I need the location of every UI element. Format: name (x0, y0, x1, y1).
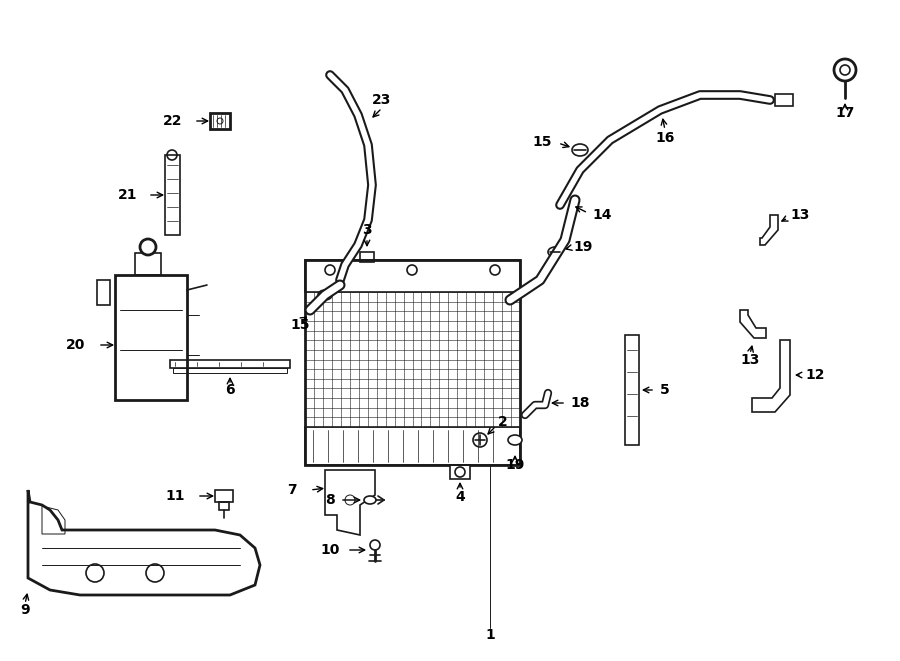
Text: 23: 23 (373, 93, 392, 107)
Bar (173, 368, 287, 373)
Text: 5: 5 (660, 383, 670, 397)
Bar (775, 94, 793, 106)
Text: 4: 4 (455, 490, 465, 504)
Text: 13: 13 (790, 208, 809, 222)
Circle shape (140, 239, 156, 255)
Ellipse shape (508, 435, 522, 445)
Ellipse shape (364, 496, 376, 504)
Bar (360, 252, 374, 262)
Text: 15: 15 (533, 135, 552, 149)
Polygon shape (97, 280, 110, 305)
Text: 7: 7 (287, 483, 297, 497)
Text: 10: 10 (320, 543, 340, 557)
Ellipse shape (572, 144, 588, 156)
Text: 21: 21 (118, 188, 137, 202)
Text: 9: 9 (20, 603, 30, 617)
Ellipse shape (548, 247, 562, 257)
Bar (215, 490, 233, 502)
Bar (305, 260, 520, 465)
Bar (165, 155, 180, 235)
Text: 3: 3 (362, 223, 372, 237)
Ellipse shape (318, 290, 332, 300)
Bar (305, 427, 520, 465)
Text: 15: 15 (290, 318, 310, 332)
Bar (625, 335, 639, 445)
Polygon shape (28, 490, 260, 595)
Bar (135, 253, 161, 275)
Polygon shape (760, 215, 778, 245)
Text: 20: 20 (66, 338, 85, 352)
Text: 13: 13 (741, 353, 760, 367)
Text: 16: 16 (655, 131, 675, 145)
Text: 6: 6 (225, 383, 235, 397)
Text: 22: 22 (163, 114, 182, 128)
Text: 12: 12 (805, 368, 824, 382)
Text: 1: 1 (485, 628, 495, 642)
Text: 17: 17 (835, 106, 855, 120)
Bar (115, 275, 187, 400)
Text: 14: 14 (592, 208, 611, 222)
Bar (305, 260, 520, 292)
Polygon shape (325, 470, 375, 535)
Text: 8: 8 (325, 493, 335, 507)
Text: 19: 19 (505, 458, 525, 472)
Text: 19: 19 (573, 240, 592, 254)
Text: 2: 2 (498, 415, 508, 429)
Bar (170, 360, 290, 368)
Text: 18: 18 (570, 396, 590, 410)
Polygon shape (740, 310, 766, 338)
Bar (219, 502, 229, 510)
Bar (450, 465, 470, 479)
Text: 11: 11 (166, 489, 185, 503)
Bar (210, 113, 230, 129)
Polygon shape (752, 340, 790, 412)
